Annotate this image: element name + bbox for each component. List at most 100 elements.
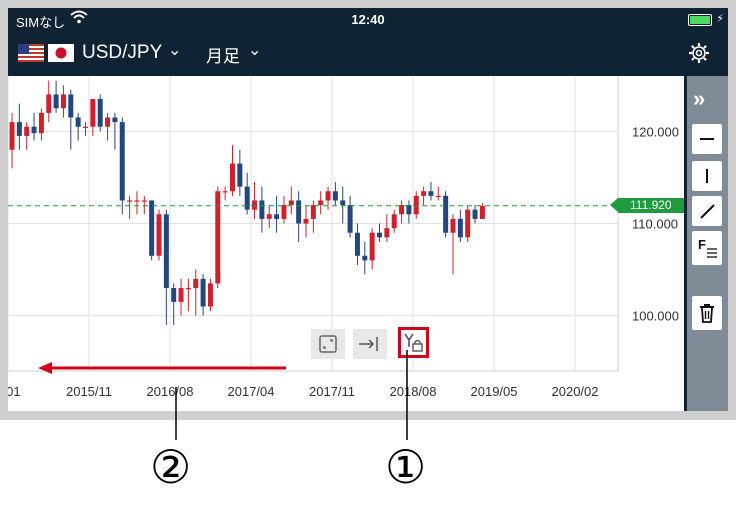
expand-panel-icon[interactable]: » [693, 86, 706, 111]
candle [141, 195, 147, 215]
candle [200, 274, 206, 316]
x-tick-label: 5/01 [8, 384, 21, 399]
candle [149, 200, 155, 261]
candle [31, 112, 37, 141]
candle [362, 241, 368, 275]
candle [428, 182, 434, 201]
candle [443, 191, 449, 238]
candle [127, 195, 133, 219]
chevron-down-icon[interactable]: ⌄ [248, 42, 262, 59]
trash-icon [700, 304, 714, 323]
x-tick-label: 2019/05 [471, 384, 518, 399]
x-tick-label: 2015/11 [66, 384, 112, 399]
candle [281, 195, 287, 224]
candle [457, 209, 463, 242]
candle [163, 209, 169, 325]
candle [222, 186, 228, 201]
vertical-line-tool[interactable] [692, 161, 722, 191]
trend-line-tool[interactable] [692, 196, 722, 226]
candle [105, 112, 111, 141]
candle [16, 103, 22, 150]
scroll-direction-arrow [38, 362, 286, 374]
x-tick-label: 2017/04 [228, 384, 275, 399]
chevron-down-icon[interactable]: ⌄ [168, 42, 182, 59]
battery-icon [688, 14, 712, 26]
x-tick-label: 2016/08 [147, 384, 194, 399]
candle [421, 186, 427, 206]
candle [97, 94, 103, 132]
jp-flag-icon [48, 44, 74, 62]
timeframe-selector[interactable]: 月足 [206, 47, 240, 66]
candle [318, 191, 324, 215]
vertical-line-icon [706, 169, 708, 183]
wifi-icon [70, 10, 88, 27]
candle [90, 99, 96, 136]
delete-drawing-tool[interactable] [692, 296, 722, 330]
fullscreen-icon [319, 335, 337, 353]
clock: 12:40 [351, 12, 385, 27]
candle [244, 172, 250, 215]
candle [9, 112, 15, 169]
candle [38, 108, 44, 141]
y-tick-label: 120.000 [632, 124, 679, 139]
horizontal-line-tool[interactable] [692, 124, 722, 154]
candle [354, 223, 360, 265]
candle [472, 205, 478, 224]
candle [413, 191, 419, 219]
fibonacci-tool[interactable]: F [692, 231, 722, 265]
y-axis-lock-icon [404, 333, 423, 352]
status-bar: SIMなし 12:40 ⚡ [8, 8, 728, 32]
candle [252, 182, 258, 219]
candle [178, 278, 184, 316]
candle [215, 186, 221, 289]
candle [259, 186, 265, 233]
candle [450, 214, 456, 275]
trend-line-icon [700, 204, 715, 219]
candle [347, 195, 353, 238]
candle [53, 80, 59, 113]
us-flag-icon [18, 44, 44, 62]
candle [185, 278, 191, 312]
y-tick-label: 110.000 [632, 217, 678, 232]
candle [83, 122, 88, 136]
x-tick-label: 2018/08 [390, 384, 437, 399]
candle [296, 191, 302, 242]
candlestick-chart[interactable]: 120.000 110.000 100.000 5/01 2015/11 2016/08… [8, 76, 684, 411]
callout-marker-1: ① [385, 441, 427, 493]
candle [465, 205, 471, 242]
current-price-tag: 111.920 [610, 198, 684, 214]
currency-pair-selector[interactable]: USD/JPY [82, 42, 163, 63]
drawing-tools-panel: » F [684, 76, 728, 411]
candle [119, 117, 125, 215]
candle [134, 191, 140, 215]
candle [60, 85, 66, 118]
candle [384, 214, 390, 242]
jump-to-latest-icon [359, 337, 378, 351]
candle [369, 228, 375, 270]
candle [479, 203, 485, 219]
candle [310, 200, 316, 233]
fibonacci-icon: F [698, 237, 717, 258]
carrier-label: SIMなし [16, 15, 66, 30]
y-tick-label: 100.000 [632, 309, 679, 324]
app-screen: SIMなし 12:40 ⚡ USD/JPY ⌄ 月足 ⌄ [8, 8, 728, 411]
price-chart[interactable]: 120.000 110.000 100.000 5/01 2015/11 2016/08… [8, 76, 684, 411]
jump-to-latest-button[interactable] [353, 329, 387, 359]
candle [207, 278, 213, 312]
candle [171, 283, 177, 325]
gear-icon[interactable] [688, 42, 710, 64]
candle [391, 209, 397, 233]
candle [230, 145, 235, 196]
candle [237, 149, 243, 196]
x-tick-label: 2020/02 [552, 384, 599, 399]
candle [377, 223, 382, 242]
fullscreen-button[interactable] [311, 329, 345, 359]
chart-toolbar: USD/JPY ⌄ 月足 ⌄ [8, 32, 728, 76]
candle [156, 209, 162, 261]
candle [332, 182, 338, 206]
candle [288, 186, 294, 215]
y-axis-lock-button[interactable] [398, 327, 429, 358]
callout-marker-2: ② [150, 441, 192, 493]
screenshot-frame: SIMなし 12:40 ⚡ USD/JPY ⌄ 月足 ⌄ [0, 0, 736, 420]
candle [46, 80, 52, 123]
